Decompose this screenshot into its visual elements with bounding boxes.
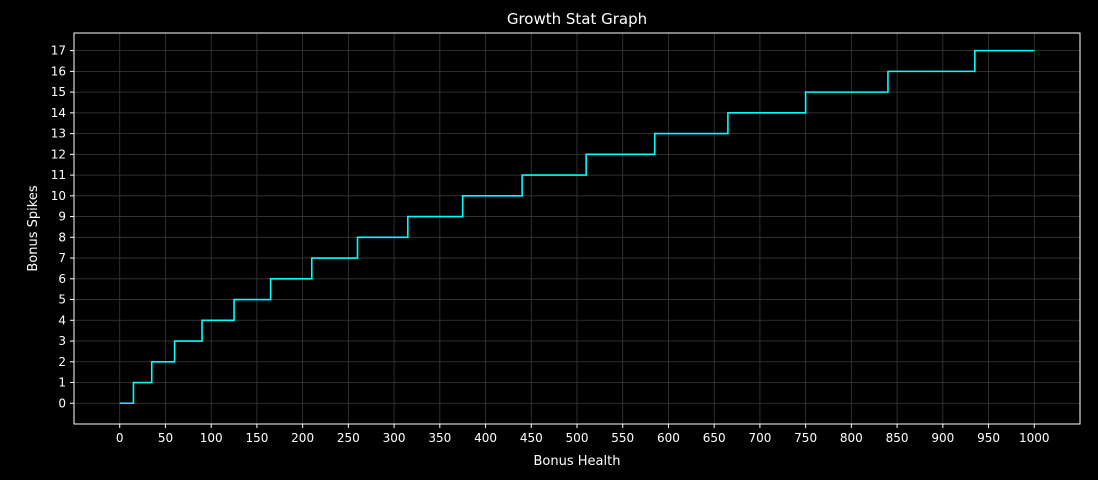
x-tick-label: 1000 [1019, 431, 1050, 445]
x-tick-label: 500 [566, 431, 589, 445]
x-tick-label: 750 [794, 431, 817, 445]
y-tick-label: 12 [51, 147, 66, 161]
x-tick-label: 650 [703, 431, 726, 445]
x-tick-label: 850 [886, 431, 909, 445]
y-tick-label: 7 [58, 251, 66, 265]
y-tick-label: 3 [58, 334, 66, 348]
x-tick-label: 400 [474, 431, 497, 445]
x-tick-label: 350 [428, 431, 451, 445]
x-tick-label: 900 [931, 431, 954, 445]
x-tick-label: 950 [977, 431, 1000, 445]
y-tick-label: 16 [51, 64, 66, 78]
y-tick-label: 17 [51, 44, 66, 58]
y-tick-label: 8 [58, 230, 66, 244]
y-tick-label: 11 [51, 168, 66, 182]
x-tick-label: 550 [611, 431, 634, 445]
series-layer [119, 49, 1035, 405]
x-axis-ticks: 0 50 100 150 200 250 300 350 400 450 500 550 600 650 7… [116, 424, 1050, 445]
y-axis-label: Bonus Spikes [26, 185, 41, 271]
x-tick-label: 300 [383, 431, 406, 445]
y-tick-label: 6 [58, 272, 66, 286]
x-tick-label: 700 [748, 431, 771, 445]
x-tick-label: 250 [337, 431, 360, 445]
y-tick-label: 5 [58, 293, 66, 307]
x-tick-label: 600 [657, 431, 680, 445]
y-tick-label: 13 [51, 127, 66, 141]
x-tick-label: 200 [291, 431, 314, 445]
y-tick-label: 1 [58, 376, 66, 390]
x-tick-label: 150 [245, 431, 268, 445]
chart-title: Growth Stat Graph [507, 10, 647, 28]
x-tick-label: 450 [520, 431, 543, 445]
x-tick-label: 100 [200, 431, 223, 445]
y-tick-label: 10 [51, 189, 66, 203]
y-tick-label: 9 [58, 210, 66, 224]
x-tick-label: 0 [116, 431, 124, 445]
y-tick-label: 4 [58, 313, 66, 327]
x-tick-label: 50 [158, 431, 173, 445]
x-tick-label: 800 [840, 431, 863, 445]
y-tick-label: 14 [51, 106, 66, 120]
x-axis-label: Bonus Health [534, 454, 621, 469]
series-line [119, 49, 1035, 405]
y-tick-label: 0 [58, 396, 66, 410]
grid [74, 33, 1080, 424]
y-tick-label: 15 [51, 85, 66, 99]
y-tick-label: 2 [58, 355, 66, 369]
